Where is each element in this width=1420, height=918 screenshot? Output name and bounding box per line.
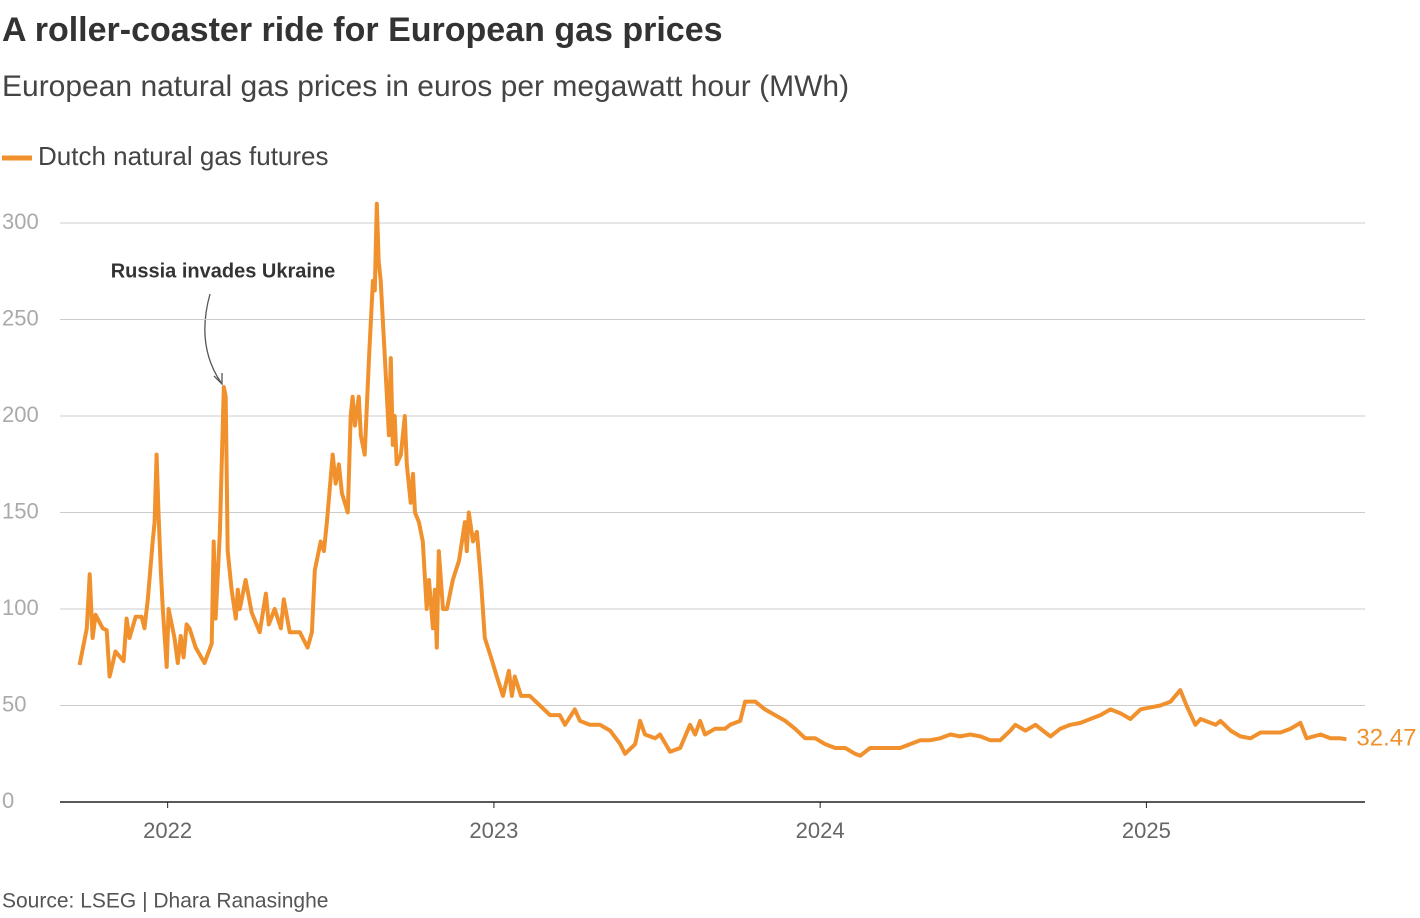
- x-tick-label: 2024: [796, 818, 845, 843]
- chart-subtitle: European natural gas prices in euros per…: [2, 70, 849, 103]
- y-tick-label: 150: [2, 498, 39, 523]
- source: Source: LSEG | Dhara Ranasinghe: [2, 890, 328, 913]
- x-tick-label: 2022: [143, 818, 192, 843]
- series-line: [77, 201, 1347, 758]
- y-tick-label: 200: [2, 402, 39, 427]
- x-tick-label: 2023: [469, 818, 518, 843]
- chart-title: A roller-coaster ride for European gas p…: [2, 11, 723, 49]
- annotation-arrow: [204, 293, 223, 385]
- y-tick-label: 100: [2, 595, 39, 620]
- y-tick-label: 0: [2, 788, 14, 813]
- y-tick-label: 50: [2, 691, 26, 716]
- annotation-arrowhead: [213, 373, 223, 386]
- y-tick-label: 250: [2, 305, 39, 330]
- y-tick-label: 300: [2, 209, 39, 234]
- legend-label: Dutch natural gas futures: [38, 141, 329, 171]
- end-value-label: 32.47: [1356, 725, 1416, 752]
- x-tick-label: 2025: [1122, 818, 1171, 843]
- annotation: Russia invades Ukraine: [111, 260, 336, 282]
